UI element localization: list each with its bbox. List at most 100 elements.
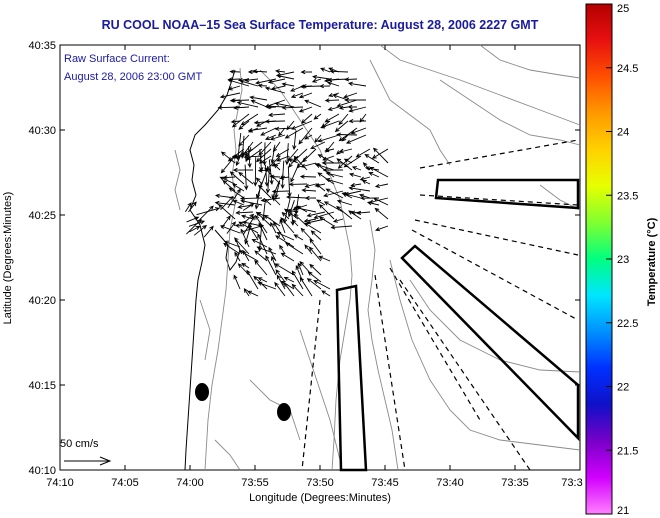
y-tick-label: 40:10	[28, 465, 56, 477]
current-vector	[304, 222, 322, 234]
current-vector	[275, 235, 295, 248]
current-vector	[222, 175, 236, 180]
current-vector	[366, 201, 380, 206]
current-vector	[267, 78, 286, 84]
current-vector	[285, 242, 304, 255]
current-vector	[276, 74, 295, 80]
current-vector	[276, 274, 286, 290]
current-vector	[321, 160, 344, 166]
current-vector	[375, 225, 389, 232]
current-vector	[304, 183, 317, 188]
current-vector	[257, 225, 263, 252]
current-vector	[219, 92, 241, 99]
current-vector	[238, 250, 259, 262]
current-vector	[280, 173, 285, 190]
current-vector	[235, 132, 242, 161]
current-vector	[317, 172, 335, 185]
current-vector	[318, 255, 331, 262]
current-vector	[303, 218, 317, 223]
current-vector	[186, 218, 202, 235]
current-vector	[257, 83, 268, 88]
current-vector	[316, 163, 335, 178]
current-vector	[234, 251, 241, 262]
current-vector	[298, 127, 313, 145]
y-axis-label: Latitude (Degrees:Minutes)	[2, 192, 14, 325]
current-vector	[266, 104, 286, 109]
colorbar-tick-label: 22.5	[617, 318, 638, 330]
current-vector	[323, 201, 344, 213]
current-vector	[271, 180, 280, 200]
current-vector	[311, 78, 322, 83]
current-vector	[310, 141, 326, 150]
current-vector	[338, 113, 349, 126]
current-vector	[219, 176, 236, 185]
current-vector	[306, 211, 326, 218]
current-vector	[321, 290, 331, 297]
current-vector	[319, 83, 331, 89]
current-vector	[338, 148, 353, 154]
current-vector	[325, 171, 344, 178]
current-vector	[265, 255, 277, 276]
current-vector	[240, 199, 263, 206]
current-vector	[291, 283, 304, 297]
current-vector	[269, 174, 281, 179]
current-vector	[188, 201, 197, 213]
colorbar-tick-label: 24.5	[617, 63, 638, 75]
current-vector	[301, 188, 317, 193]
current-vector	[246, 269, 259, 290]
current-vector	[247, 69, 258, 75]
current-vector	[264, 198, 272, 206]
current-vector	[315, 183, 326, 192]
colorbar-tick-label: 21.5	[617, 445, 638, 457]
current-vector	[230, 119, 241, 124]
current-vector	[326, 81, 340, 87]
current-vector	[327, 106, 340, 112]
y-tick-label: 40:15	[28, 380, 56, 392]
current-vector	[313, 280, 331, 290]
current-vector	[234, 237, 250, 255]
current-vector	[241, 262, 250, 269]
current-vector	[240, 228, 250, 248]
current-vector	[316, 199, 326, 206]
current-vector	[362, 162, 371, 171]
current-vector	[276, 231, 295, 241]
current-vector	[281, 105, 304, 110]
y-tick-label: 40:20	[28, 295, 56, 307]
current-vectors	[185, 67, 389, 297]
current-vector	[247, 146, 252, 169]
colorbar-tick-label: 24	[617, 127, 629, 139]
current-vector	[356, 210, 371, 216]
current-vector	[293, 155, 308, 171]
current-vector	[281, 82, 295, 87]
current-vector	[288, 158, 299, 164]
current-vector	[253, 157, 258, 187]
annotation-line-1: Raw Surface Current:	[64, 53, 170, 65]
current-vector	[242, 203, 255, 211]
current-vector	[254, 182, 262, 210]
current-vector	[309, 238, 322, 255]
current-vector	[199, 205, 214, 220]
current-vector	[373, 197, 389, 206]
current-vector	[317, 154, 335, 164]
current-vector	[274, 101, 295, 108]
current-vector	[274, 180, 281, 199]
current-vector	[332, 218, 344, 223]
current-vector	[261, 202, 266, 222]
current-vector	[290, 210, 295, 226]
current-vector	[327, 77, 349, 82]
current-vector	[298, 92, 313, 99]
current-vector	[278, 127, 286, 137]
current-vector	[242, 215, 255, 236]
current-vector	[228, 187, 245, 199]
current-vector	[229, 69, 241, 74]
current-vector	[294, 194, 300, 216]
current-vector	[347, 104, 358, 110]
current-vector	[259, 149, 264, 172]
current-vector	[300, 69, 313, 75]
x-tick-label: 73:3	[561, 477, 582, 489]
current-vector	[350, 127, 367, 135]
current-vector	[374, 183, 389, 189]
current-vector	[348, 118, 367, 124]
current-vector	[291, 270, 304, 290]
